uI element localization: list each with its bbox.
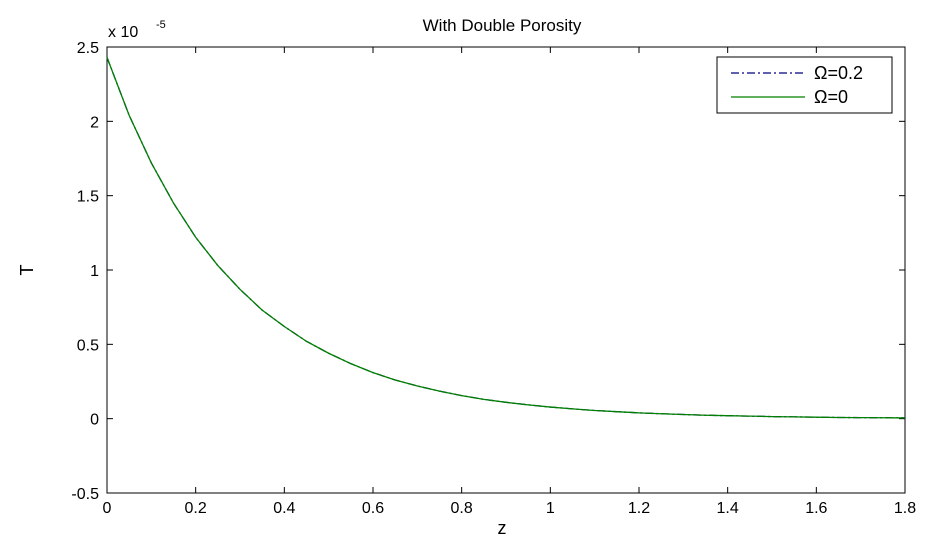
y-axis-label: T (17, 265, 37, 276)
x-tick-label: 1.6 (805, 500, 827, 517)
y-tick-label: 2 (90, 114, 99, 131)
series-layer (106, 57, 906, 419)
y-tick-label: 0 (90, 412, 99, 429)
y-tick-label: 1 (90, 263, 99, 280)
series-line-2 (106, 57, 906, 419)
legend: Ω=0.2 Ω=0 (716, 56, 893, 114)
x-axis-label: z (498, 518, 507, 538)
x-tick-label: 1.2 (628, 500, 650, 517)
y-multiplier-base: x 10 (108, 24, 138, 41)
y-multiplier-exponent: -5 (156, 19, 166, 31)
legend-label-series-1: Ω=0.2 (814, 63, 863, 83)
y-tick-label: 0.5 (77, 337, 99, 354)
y-multiplier: x 10 -5 (108, 19, 166, 41)
plot-area (106, 46, 906, 494)
legend-box (716, 56, 893, 114)
x-tick-label: 1 (546, 500, 555, 517)
x-tick-label: 0 (103, 500, 112, 517)
chart-title: With Double Porosity (423, 16, 582, 35)
x-tick-label: 0.6 (362, 500, 384, 517)
x-tick-label: 0.2 (185, 500, 207, 517)
x-tick-label: 1.4 (717, 500, 739, 517)
x-tick-label: 0.4 (273, 500, 295, 517)
y-axis-ticks: -0.5 0 0.5 1 1.5 2 2.5 (71, 40, 905, 503)
x-axis-ticks: 0 0.2 0.4 0.6 0.8 1 1.2 1.4 1.6 1.8 (103, 47, 916, 517)
y-tick-label: -0.5 (71, 486, 99, 503)
legend-label-series-2: Ω=0 (814, 87, 848, 107)
y-tick-label: 2.5 (77, 40, 99, 57)
x-tick-label: 0.8 (451, 500, 473, 517)
y-tick-label: 1.5 (77, 189, 99, 206)
x-tick-label: 1.8 (894, 500, 916, 517)
